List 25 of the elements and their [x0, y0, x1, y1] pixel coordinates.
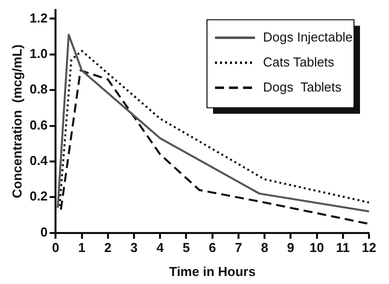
x-tick-label: 10 [310, 240, 324, 256]
x-tick-label: 0 [52, 240, 60, 256]
x-tick-label: 9 [287, 240, 294, 256]
x-tick-label: 4 [156, 240, 164, 256]
y-tick-label: 0 [40, 224, 48, 240]
y-tick-label: 0.6 [30, 117, 48, 132]
legend-label: Dogs Tablets [263, 79, 342, 94]
y-axis-title: Concentration (mcg/mL) [9, 44, 24, 198]
x-tick-label: 8 [260, 240, 268, 256]
y-tick-label: 1.2 [30, 10, 48, 26]
y-tick-label: 0.8 [30, 82, 48, 97]
legend-label: Dogs Injectable [263, 29, 353, 44]
x-tick-label: 2 [104, 240, 112, 256]
y-tick-label: 0.2 [30, 188, 48, 204]
x-tick-label: 3 [130, 240, 138, 256]
x-tick-label: 6 [208, 240, 216, 256]
x-tick-label: 12 [362, 240, 376, 256]
y-tick-label: 1.0 [30, 46, 48, 61]
y-tick-label: 0.4 [30, 153, 48, 168]
x-tick-label: 5 [182, 240, 190, 256]
x-axis-title: Time in Hours [169, 264, 256, 279]
legend-label: Cats Tablets [263, 54, 335, 70]
x-tick-label: 11 [336, 240, 350, 256]
x-tick-label: 7 [234, 240, 242, 256]
x-tick-label: 1 [78, 240, 86, 256]
